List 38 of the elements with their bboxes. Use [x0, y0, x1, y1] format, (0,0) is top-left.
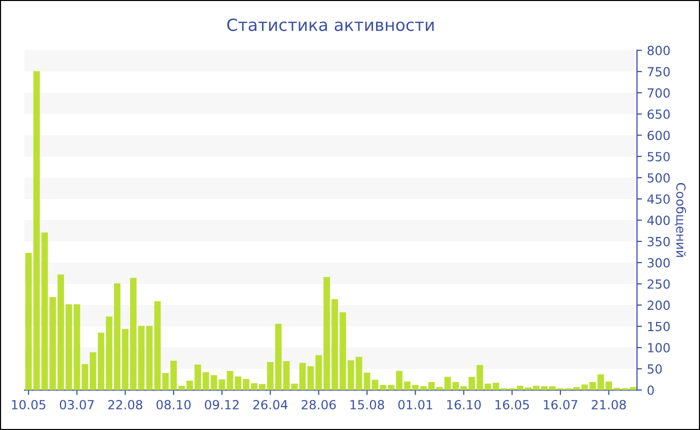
x-tick-label: 09.12: [204, 400, 239, 410]
y-tick-label: 400: [647, 216, 670, 226]
y-tick-label: 500: [648, 173, 670, 183]
x-tick-label: 15.08: [350, 400, 384, 410]
y-tick-label: 200: [648, 300, 670, 310]
x-tick-label: 21.08: [592, 400, 626, 410]
y-tick-label: 0: [648, 385, 654, 395]
y-tick-label: 300: [648, 258, 670, 268]
y-tick-label: 250: [648, 279, 670, 289]
x-tick-label: 26.04: [253, 400, 288, 410]
x-tick-label: 16.10: [447, 400, 481, 410]
y-tick-label: 700: [648, 88, 670, 98]
bar: [154, 301, 161, 390]
x-tick-label: 08.10: [156, 400, 191, 410]
bar: [226, 370, 234, 390]
bar: [428, 382, 435, 390]
x-tick-label: 01.01: [398, 400, 432, 410]
bar: [291, 384, 298, 390]
y-tick-label: 50: [648, 364, 662, 374]
y-tick-label: 100: [648, 343, 670, 352]
y-tick-label: 800: [648, 46, 670, 56]
y-tick-label: 550: [648, 152, 670, 162]
x-tick-label: 28.06: [302, 400, 336, 410]
chart-title: Статистика активности: [227, 18, 434, 32]
x-tick-label: 16.07: [544, 400, 578, 410]
y-tick-label: 750: [648, 67, 670, 76]
x-tick-label: 22.08: [108, 400, 142, 410]
y-tick-label: 350: [648, 236, 670, 246]
y-tick-label: 650: [648, 109, 670, 119]
x-tick-label: 10.05: [12, 400, 46, 410]
y-tick-label: 150: [648, 322, 670, 332]
x-tick-label: 03.07: [60, 400, 94, 410]
y-axis-title: Сообщений: [674, 183, 686, 257]
y-tick-label: 450: [647, 194, 670, 204]
bar: [90, 352, 96, 390]
x-tick-label: 16.05: [496, 400, 529, 410]
bar: [364, 372, 370, 390]
y-tick-label: 600: [648, 130, 670, 140]
